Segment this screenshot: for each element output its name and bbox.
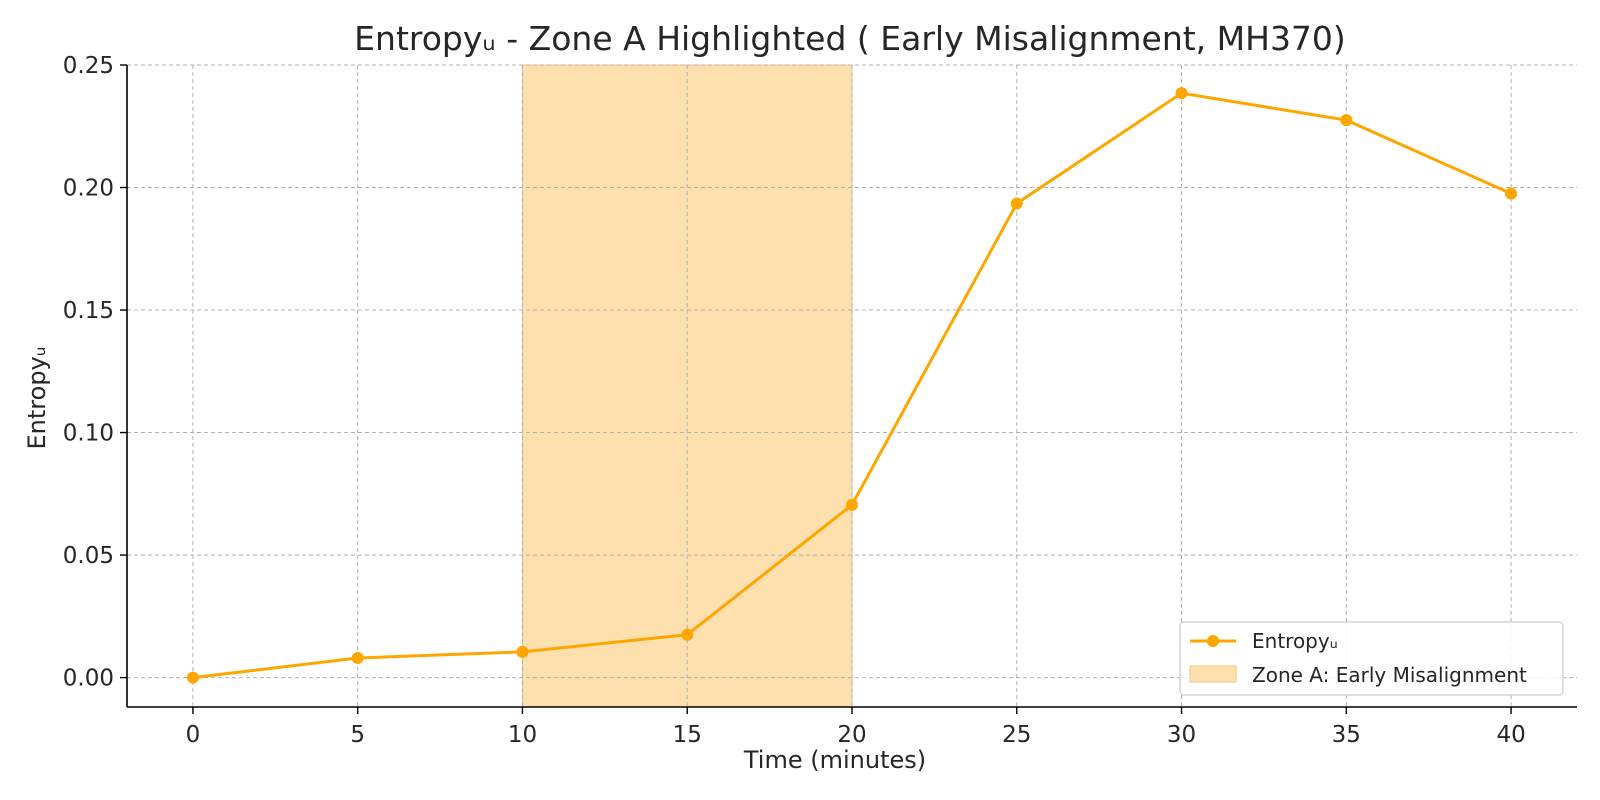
y-axis-label: Entropyᵤ bbox=[23, 347, 51, 450]
data-point-1 bbox=[351, 651, 364, 664]
grid bbox=[127, 64, 1577, 707]
x-tick-label-3: 15 bbox=[673, 722, 702, 748]
x-axis-label: Time (minutes) bbox=[743, 746, 926, 774]
data-point-8 bbox=[1505, 187, 1518, 200]
data-point-2 bbox=[516, 645, 529, 658]
data-point-4 bbox=[846, 498, 858, 511]
y-ticks: 0.00 0.05 0.10 0.15 0.20 0.25 bbox=[63, 53, 127, 692]
data-point-5 bbox=[1010, 197, 1023, 210]
legend: Entropyᵤ Zone A: Early Misalignment bbox=[1179, 621, 1564, 696]
entropy-series-points bbox=[186, 87, 1518, 684]
data-point-7 bbox=[1340, 114, 1353, 127]
data-point-0 bbox=[186, 671, 199, 684]
x-tick-label-7: 35 bbox=[1332, 722, 1361, 748]
x-tick-label-4: 20 bbox=[837, 722, 866, 748]
data-point-3 bbox=[681, 628, 694, 641]
y-tick-label-4: 0.20 bbox=[63, 176, 114, 202]
legend-box bbox=[1179, 621, 1564, 696]
legend-series-label: Entropyᵤ bbox=[1252, 629, 1338, 653]
legend-zone-label: Zone A: Early Misalignment bbox=[1252, 663, 1527, 687]
y-tick-label-3: 0.15 bbox=[63, 298, 114, 324]
legend-zone-swatch bbox=[1189, 665, 1237, 683]
x-ticks: 0 5 10 15 20 25 30 35 40 bbox=[186, 707, 1526, 748]
legend-marker-swatch bbox=[1207, 635, 1219, 647]
zone-a-band bbox=[521, 64, 853, 708]
x-tick-label-2: 10 bbox=[508, 722, 537, 748]
x-tick-label-0: 0 bbox=[186, 722, 201, 748]
y-tick-label-0: 0.00 bbox=[63, 666, 114, 692]
x-tick-label-5: 25 bbox=[1002, 722, 1031, 748]
y-tick-label-5: 0.25 bbox=[63, 53, 114, 79]
y-tick-label-2: 0.10 bbox=[63, 421, 114, 447]
chart-title: Entropyᵤ - Zone A Highlighted ( Early Mi… bbox=[354, 19, 1346, 58]
x-tick-label-6: 30 bbox=[1167, 722, 1196, 748]
y-tick-label-1: 0.05 bbox=[63, 543, 114, 569]
x-tick-label-8: 40 bbox=[1496, 722, 1525, 748]
x-tick-label-1: 5 bbox=[350, 722, 365, 748]
data-point-6 bbox=[1175, 87, 1188, 100]
